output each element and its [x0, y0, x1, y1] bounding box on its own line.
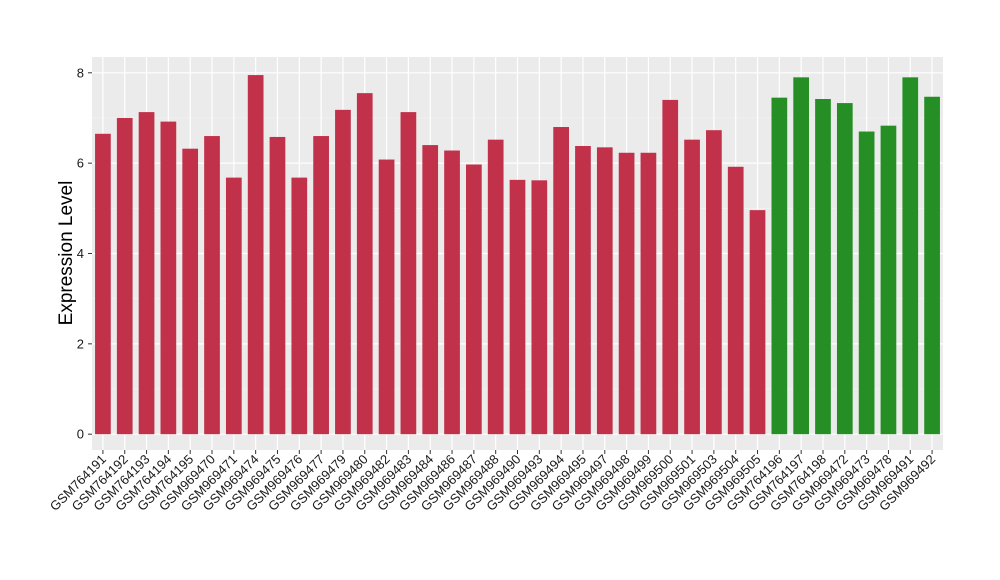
bar-GSM969486	[444, 150, 460, 435]
bar-GSM969471	[225, 177, 242, 435]
bar-GSM969482	[378, 159, 395, 435]
bar-GSM969472	[836, 103, 853, 435]
x-axis-ticks: GSM764191GSM764192GSM764193GSM764194GSM7…	[47, 450, 938, 514]
bar-GSM969493	[531, 180, 548, 435]
bar-GSM764191	[95, 133, 111, 435]
bars	[95, 75, 940, 435]
y-axis-title: Expression Level	[56, 181, 77, 326]
y-tick-label: 2	[77, 336, 84, 351]
bar-GSM969479	[335, 109, 351, 435]
bar-GSM969477	[313, 136, 329, 435]
bar-GSM764193	[138, 112, 155, 435]
y-tick-label: 6	[77, 156, 84, 171]
bar-GSM969470	[204, 136, 220, 435]
bar-GSM969478	[880, 125, 897, 435]
bar-GSM969501	[684, 139, 700, 435]
y-axis-ticks: 0 2 4 6 8	[77, 65, 92, 442]
bar-GSM764194	[160, 121, 177, 435]
bar-GSM969491	[902, 77, 919, 435]
bar-GSM969488	[487, 139, 504, 435]
bar-GSM969487	[466, 164, 482, 435]
bar-GSM969484	[422, 145, 439, 435]
y-tick-label: 0	[77, 427, 84, 442]
bar-GSM969480	[356, 93, 373, 435]
bar-GSM969504	[727, 166, 744, 435]
bar-GSM969473	[858, 131, 875, 435]
bar-GSM969475	[269, 136, 286, 435]
bar-GSM969497	[596, 147, 613, 435]
bar-GSM969483	[400, 112, 417, 435]
bar-GSM969490	[509, 179, 526, 435]
bar-GSM969474	[247, 75, 264, 435]
bar-GSM969495	[575, 145, 591, 435]
bar-GSM764198	[815, 99, 831, 435]
bar-GSM764192	[116, 117, 133, 435]
bar-GSM764196	[771, 97, 788, 435]
bar-GSM969499	[640, 152, 657, 435]
bar-GSM969476	[291, 177, 308, 435]
y-tick-label: 4	[77, 246, 84, 261]
bar-GSM764195	[182, 148, 199, 435]
y-tick-label: 8	[77, 65, 84, 80]
bar-GSM969494	[553, 127, 569, 435]
bar-GSM969500	[662, 99, 679, 435]
bar-GSM969503	[706, 130, 722, 435]
bar-GSM969492	[924, 96, 940, 435]
bar-GSM969505	[749, 210, 766, 435]
bar-GSM764197	[793, 77, 810, 435]
bar-GSM969498	[618, 152, 635, 435]
